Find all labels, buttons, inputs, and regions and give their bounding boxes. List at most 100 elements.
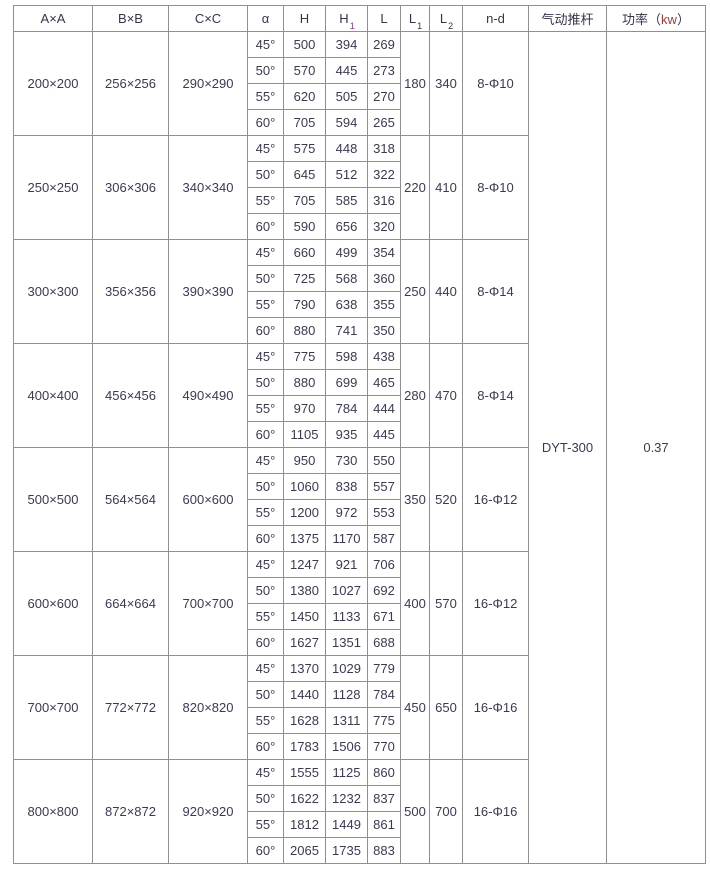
table-row: 200×200 256×256 290×290 45° 500 394 269 180 340 8… [13, 31, 706, 864]
table-row: 60° 2065 1735 883 [14, 837, 706, 864]
cell-axa: 500×500 [13, 447, 93, 552]
cell-l1: 250 [400, 239, 430, 344]
cell-alpha: 50° [247, 265, 284, 292]
cell-h1: 741 [325, 317, 368, 344]
cell-h: 1555 [283, 759, 326, 786]
cell-h: 775 [283, 343, 326, 370]
cell-h: 1247 [283, 551, 326, 578]
cell-h: 1783 [283, 733, 326, 760]
cell-l: 779 [367, 655, 401, 682]
cell-l: 784 [367, 681, 401, 708]
cell-cxc: 920×920 [168, 759, 248, 864]
cell-h: 1370 [283, 655, 326, 682]
cell-power: 0.37 [606, 31, 706, 864]
cell-l: 360 [367, 265, 401, 292]
l2-base: L [439, 11, 448, 26]
l1-base: L [408, 11, 417, 26]
cell-alpha: 45° [247, 31, 284, 58]
cell-h1: 1128 [325, 681, 368, 708]
cell-h1: 445 [325, 57, 368, 84]
table-row: 55° 970 784 444 [14, 395, 706, 422]
cell-h: 1622 [283, 785, 326, 812]
cell-alpha: 60° [247, 525, 284, 552]
cell-bxb: 356×356 [92, 239, 169, 344]
cell-h1: 1029 [325, 655, 368, 682]
cell-h: 1628 [283, 707, 326, 734]
table-row: 55° 790 638 355 [14, 291, 706, 318]
table-row: 50° 570 445 273 [14, 57, 706, 84]
cell-h1: 1449 [325, 811, 368, 838]
cell-alpha: 55° [247, 187, 284, 214]
cell-alpha: 50° [247, 57, 284, 84]
cell-h: 1627 [283, 629, 326, 656]
cell-nd: 8-Φ10 [462, 31, 529, 136]
cell-h1: 1735 [325, 837, 368, 864]
cell-h: 880 [283, 369, 326, 396]
cell-cxc: 700×700 [168, 551, 248, 656]
cell-h: 590 [283, 213, 326, 240]
cell-h: 880 [283, 317, 326, 344]
cell-l: 671 [367, 603, 401, 630]
cell-alpha: 55° [247, 83, 284, 110]
cell-l2: 340 [429, 31, 463, 136]
cell-alpha: 50° [247, 681, 284, 708]
cell-h1: 638 [325, 291, 368, 318]
table-row: 55° 1200 972 553 [14, 499, 706, 526]
cell-bxb: 872×872 [92, 759, 169, 864]
table-row: 50° 1380 1027 692 [14, 577, 706, 604]
cell-h1: 972 [325, 499, 368, 526]
cell-alpha: 60° [247, 109, 284, 136]
cell-h1: 1232 [325, 785, 368, 812]
table-row: 60° 590 656 320 [14, 213, 706, 240]
cell-alpha: 55° [247, 499, 284, 526]
table-row: 60° 1627 1351 688 [14, 629, 706, 656]
table-row: 800×800 872×872 920×920 45° 1555 1125 860 500 70… [13, 759, 706, 864]
cell-l1: 400 [400, 551, 430, 656]
cell-cxc: 390×390 [168, 239, 248, 344]
cell-alpha: 60° [247, 837, 284, 864]
col-header-cxc: C×C [168, 5, 248, 32]
cell-l2: 570 [429, 551, 463, 656]
cell-axa: 700×700 [13, 655, 93, 760]
cell-bxb: 564×564 [92, 447, 169, 552]
l2-subscript: 2 [448, 20, 454, 31]
cell-h1: 784 [325, 395, 368, 422]
cell-l: 322 [367, 161, 401, 188]
cell-nd: 16-Φ16 [462, 655, 529, 760]
cell-l2: 650 [429, 655, 463, 760]
cell-bxb: 772×772 [92, 655, 169, 760]
cell-l: 269 [367, 31, 401, 58]
cell-l2: 470 [429, 343, 463, 448]
table-row: 55° 705 585 316 [14, 187, 706, 214]
cell-l: 320 [367, 213, 401, 240]
cell-alpha: 50° [247, 369, 284, 396]
cell-axa: 250×250 [13, 135, 93, 240]
cell-cxc: 600×600 [168, 447, 248, 552]
cell-l: 860 [367, 759, 401, 786]
cell-h1: 585 [325, 187, 368, 214]
cell-bxb: 306×306 [92, 135, 169, 240]
cell-h: 570 [283, 57, 326, 84]
cell-h: 575 [283, 135, 326, 162]
cell-h1: 499 [325, 239, 368, 266]
cell-l: 775 [367, 707, 401, 734]
cell-h: 1812 [283, 811, 326, 838]
cell-cxc: 290×290 [168, 31, 248, 136]
cell-h1: 568 [325, 265, 368, 292]
cell-h: 1440 [283, 681, 326, 708]
col-header-h1: H1 [325, 5, 368, 32]
cell-alpha: 60° [247, 733, 284, 760]
cell-h1: 1027 [325, 577, 368, 604]
cell-h: 500 [283, 31, 326, 58]
cell-h: 645 [283, 161, 326, 188]
cell-l: 706 [367, 551, 401, 578]
cell-l: 688 [367, 629, 401, 656]
table-row: 50° 645 512 322 [14, 161, 706, 188]
cell-l: 550 [367, 447, 401, 474]
cell-nd: 8-Φ14 [462, 343, 529, 448]
cell-alpha: 45° [247, 239, 284, 266]
cell-l1: 220 [400, 135, 430, 240]
col-header-h: H [283, 5, 326, 32]
cell-l: 883 [367, 837, 401, 864]
table-body: 200×200 256×256 290×290 45° 500 394 269 180 340 8… [13, 31, 706, 864]
